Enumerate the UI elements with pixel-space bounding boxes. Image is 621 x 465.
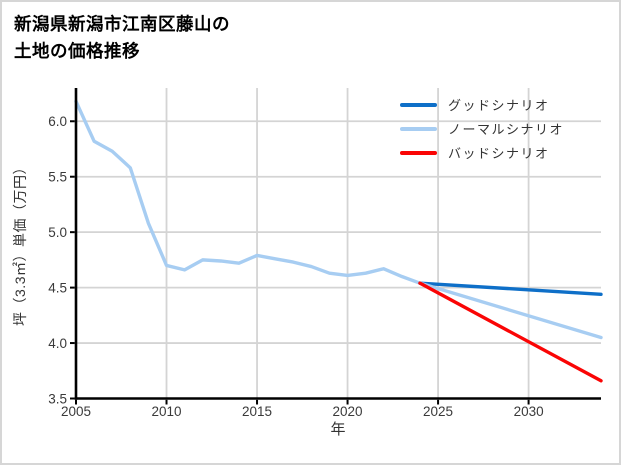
x-tick-label: 2025 — [423, 404, 453, 419]
legend-label-normal: ノーマルシナリオ — [448, 122, 565, 137]
y-tick-label: 4.5 — [48, 280, 67, 295]
x-tick-label: 2030 — [514, 404, 544, 419]
legend-label-good: グッドシナリオ — [448, 98, 550, 113]
x-axis-label: 年 — [330, 421, 346, 438]
legend-item-normal-scenario: ノーマルシナリオ — [400, 121, 565, 137]
chart-title-line1: 新潟県新潟市江南区藤山の — [14, 14, 230, 34]
chart-title: 新潟県新潟市江南区藤山の 土地の価格推移 — [14, 11, 230, 65]
x-tick-label: 2020 — [333, 404, 363, 419]
y-tick-label: 5.0 — [48, 225, 67, 240]
legend-item-good-scenario: グッドシナリオ — [400, 97, 564, 113]
series-line-normal — [418, 281, 603, 340]
good-scenario-line-icon — [400, 102, 437, 107]
y-tick-label: 6.0 — [48, 114, 67, 129]
chart-legend: グッドシナリオ ノーマルシナリオ バッドシナリオ — [400, 97, 565, 161]
x-tick-label: 2005 — [61, 404, 91, 419]
legend-item-bad-scenario: バッドシナリオ — [400, 145, 564, 161]
x-tick-label: 2015 — [242, 404, 272, 419]
chart-title-line2: 土地の価格推移 — [14, 41, 140, 61]
y-tick-label: 4.0 — [48, 336, 67, 351]
series-line-history — [74, 99, 422, 285]
y-axis-label: 坪（3.3㎡）単価（万円） — [12, 160, 28, 326]
y-tick-label: 3.5 — [48, 391, 67, 406]
legend-label-bad: バッドシナリオ — [448, 146, 550, 161]
x-tick-label: 2010 — [151, 404, 181, 419]
bad-scenario-line-icon — [400, 150, 437, 155]
series-line-bad — [418, 281, 603, 383]
y-tick-label: 5.5 — [48, 170, 67, 185]
series-line-good — [418, 281, 603, 296]
normal-scenario-line-icon — [400, 126, 437, 131]
